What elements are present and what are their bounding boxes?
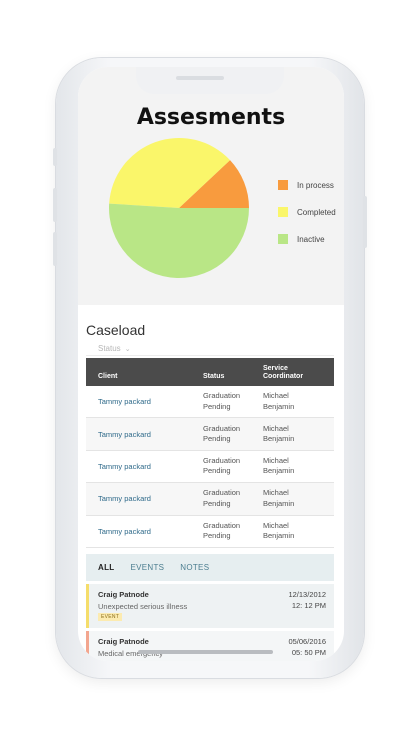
tab-all[interactable]: ALL: [98, 563, 115, 572]
status-filter-label: Status: [98, 344, 121, 353]
feed-tabs: ALL EVENTS NOTES: [86, 554, 334, 581]
table-row[interactable]: Tammy packard Graduation Pending Michael…: [86, 386, 334, 419]
table-row[interactable]: Tammy packard Graduation Pending Michael…: [86, 451, 334, 484]
activity-feed: ALL EVENTS NOTES Craig Patnode Unexpecte…: [86, 554, 334, 661]
status-cell: Graduation Pending: [203, 391, 241, 411]
coordinator-cell: Michael Benjamin: [263, 455, 295, 476]
table-row[interactable]: Tammy packard Graduation Pending Michael…: [86, 483, 334, 516]
assessments-chart-card: Assesments In process Completed Inactive: [78, 67, 344, 305]
filter-divider: [86, 355, 334, 356]
coordinator-cell: Michael Benjamin: [263, 423, 295, 444]
feed-item-datetime: 05/06/2016 05: 50 PM: [288, 637, 326, 659]
column-header-service-coordinator[interactable]: Service Coordinator: [263, 364, 304, 381]
power-button: [363, 196, 367, 248]
legend-label: Inactive: [297, 234, 325, 244]
chart-legend: In process Completed Inactive: [278, 179, 336, 260]
tab-events[interactable]: EVENTS: [130, 563, 165, 572]
client-link[interactable]: Tammy packard: [98, 494, 151, 504]
phone-screen: Assesments In process Completed Inactive…: [78, 67, 344, 661]
table-row[interactable]: Tammy packard Graduation Pending Michael…: [86, 418, 334, 451]
feed-item-time: 12: 12 PM: [291, 600, 326, 610]
status-cell: Graduation Pending: [203, 455, 241, 476]
assessments-pie-chart: [109, 138, 250, 278]
pie-slice-completed: [109, 138, 231, 208]
legend-label: Completed: [297, 207, 336, 217]
tab-notes[interactable]: NOTES: [180, 563, 210, 572]
speaker-grill: [176, 76, 224, 80]
column-header-status[interactable]: Status: [203, 373, 225, 381]
status-cell: Graduation Pending: [203, 520, 241, 541]
volume-button: [53, 148, 57, 166]
caseload-table: Client Status Service Coordinator Tammy …: [86, 358, 334, 548]
feed-item-datetime: 12/13/2012 12: 12 PM: [288, 590, 326, 612]
feed-item-date: 12/13/2012: [288, 590, 326, 599]
volume-down-button: [53, 232, 57, 266]
chart-title: Assesments: [136, 105, 286, 130]
home-indicator[interactable]: [138, 650, 273, 654]
coordinator-cell: Michael Benjamin: [263, 488, 295, 508]
legend-swatch-completed: [278, 207, 288, 217]
legend-item-inactive: Inactive: [278, 233, 336, 245]
client-link[interactable]: Tammy packard: [98, 526, 151, 536]
feed-item-date: 05/06/2016: [288, 637, 326, 646]
chevron-down-icon: ⌄: [124, 346, 131, 353]
phone-notch: [136, 67, 284, 94]
table-header: Client Status Service Coordinator: [86, 358, 334, 386]
coordinator-cell: Michael Benjamin: [263, 520, 295, 541]
legend-item-completed: Completed: [278, 206, 336, 218]
legend-item-in-process: In process: [278, 179, 336, 191]
feed-item-time: 05: 50 PM: [291, 647, 326, 657]
table-row[interactable]: Tammy packard Graduation Pending Michael…: [86, 516, 334, 548]
pie-slice-in-process: [179, 160, 249, 208]
feed-item-name: Craig Patnode: [98, 590, 149, 599]
client-link[interactable]: Tammy packard: [98, 461, 151, 471]
legend-label: In process: [297, 180, 334, 190]
client-link[interactable]: Tammy packard: [98, 397, 151, 407]
client-link[interactable]: Tammy packard: [98, 429, 151, 439]
column-header-client[interactable]: Client: [98, 373, 118, 381]
feed-item-description: Unexpected serious illness: [98, 602, 188, 611]
legend-swatch-in-process: [278, 180, 288, 190]
caseload-title: Caseload: [86, 322, 146, 338]
status-cell: Graduation Pending: [203, 488, 241, 508]
pie-slice-inactive: [109, 203, 250, 278]
volume-up-button: [53, 188, 57, 222]
feed-item[interactable]: Craig Patnode Medical emergency 05/06/20…: [86, 631, 334, 661]
status-filter-dropdown[interactable]: Status ⌄: [98, 344, 131, 353]
feed-item[interactable]: Craig Patnode Unexpected serious illness…: [86, 584, 334, 628]
feed-item-description: Medical emergency: [98, 649, 164, 658]
event-badge: EVENT: [98, 613, 123, 621]
legend-swatch-inactive: [278, 234, 288, 244]
status-cell: Graduation Pending: [203, 423, 241, 444]
coordinator-cell: Michael Benjamin: [263, 391, 295, 411]
feed-item-name: Craig Patnode: [98, 637, 149, 646]
